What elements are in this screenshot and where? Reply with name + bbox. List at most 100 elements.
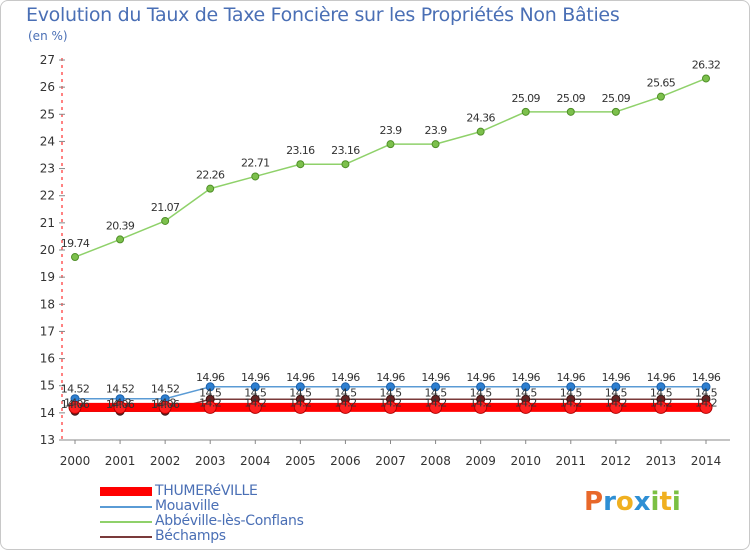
point-abbeville-2004 — [251, 172, 260, 181]
axes: 13 14 15 16 17 18 19 20 21 22 23 24 25 26 27 2000 2001 20… — [40, 53, 730, 468]
data-label-thumereville-2005: 14.2 — [289, 396, 311, 409]
data-label-bechamps-2007: 14.5 — [379, 386, 402, 399]
y-tick-label-21: 21 — [40, 216, 55, 230]
x-tick-label-2014: 2014 — [691, 454, 722, 468]
data-label-mouaville-2013: 14.96 — [647, 371, 676, 384]
data-label-thumereville-2010: 14.2 — [515, 396, 537, 409]
data-label-thumereville-2002: 14.2 — [154, 396, 176, 409]
legend-label-abbeville: Abbéville-lès-Conflans — [155, 513, 304, 529]
data-label-abbeville-2003: 22.26 — [196, 169, 225, 182]
x-tick-label-2012: 2012 — [601, 454, 632, 468]
data-label-mouaville-2011: 14.96 — [557, 371, 586, 384]
data-label-bechamps-2008: 14.5 — [425, 386, 448, 399]
data-label-mouaville-2006: 14.96 — [331, 371, 360, 384]
x-tick-label-2001: 2001 — [105, 454, 136, 468]
point-thumereville-2010 — [519, 400, 533, 414]
data-label-mouaville-2010: 14.96 — [511, 371, 540, 384]
data-label-mouaville-2008: 14.96 — [421, 371, 450, 384]
logo-letter-r: r — [603, 487, 616, 517]
point-abbeville-2002 — [161, 216, 170, 225]
x-tick-label-2005: 2005 — [285, 454, 316, 468]
data-labels: 14.2 14.2 14.2 14.2 14.2 14.2 14.2 14.2 14.2 14.2… — [61, 58, 722, 411]
point-thumereville-2013 — [654, 400, 668, 414]
data-label-thumereville-2006: 14.2 — [334, 396, 356, 409]
y-tick-label-15: 15 — [40, 379, 55, 393]
point-abbeville-2010 — [521, 107, 530, 116]
point-abbeville-2014 — [702, 74, 710, 83]
data-label-abbeville-2012: 25.09 — [602, 92, 631, 105]
point-thumereville-2000 — [68, 400, 82, 414]
point-abbeville-2003 — [206, 184, 215, 193]
x-tick-label-2000: 2000 — [60, 454, 91, 468]
logo-letter-t: t — [659, 487, 672, 517]
data-label-abbeville-2013: 25.65 — [647, 77, 676, 90]
data-label-bechamps-2001: 14.06 — [106, 398, 135, 411]
data-label-bechamps-2005: 14.5 — [289, 386, 312, 399]
data-label-thumereville-2001: 14.2 — [109, 396, 131, 409]
data-label-bechamps-2010: 14.5 — [515, 386, 538, 399]
y-tick-label-26: 26 — [40, 80, 55, 94]
point-mouaville-2014 — [701, 382, 711, 392]
data-label-thumereville-2003: 14.2 — [199, 396, 221, 409]
point-thumereville-2002 — [158, 400, 172, 414]
data-label-thumereville-2012: 14.2 — [605, 396, 627, 409]
proxiti-logo: Proxiti — [584, 487, 681, 517]
point-abbeville-2009 — [476, 127, 485, 136]
x-tick-label-2008: 2008 — [420, 454, 451, 468]
y-tick-label-14: 14 — [40, 406, 55, 420]
point-abbeville-2000 — [71, 253, 79, 262]
legend-label-mouaville: Mouaville — [155, 498, 219, 514]
point-thumereville-2012 — [609, 400, 623, 414]
x-tick-label-2003: 2003 — [195, 454, 226, 468]
y-tick-label-22: 22 — [40, 189, 55, 203]
point-mouaville-2010 — [521, 382, 531, 392]
y-tick-label-20: 20 — [40, 243, 55, 257]
data-label-abbeville-2005: 23.16 — [286, 144, 315, 157]
point-mouaville-2008 — [431, 382, 441, 392]
data-label-mouaville-2004: 14.96 — [241, 371, 270, 384]
point-mouaville-2013 — [656, 382, 666, 392]
point-thumereville-2004 — [248, 400, 262, 414]
point-mouaville-2011 — [566, 382, 576, 392]
data-label-mouaville-2002: 14.52 — [151, 383, 180, 396]
series-line-abbeville — [74, 77, 707, 258]
point-abbeville-2011 — [566, 107, 575, 116]
point-abbeville-2008 — [431, 140, 440, 149]
data-label-mouaville-2005: 14.96 — [286, 371, 315, 384]
point-thumereville-2003 — [203, 400, 217, 414]
legend-item-thumereville: THUMERéVILLE — [100, 483, 360, 499]
legend-swatch-thumereville — [100, 487, 152, 496]
data-label-abbeville-2006: 23.16 — [331, 144, 360, 157]
legend-swatch-bechamps — [100, 536, 152, 538]
data-label-bechamps-2011: 14.5 — [560, 386, 583, 399]
data-label-thumereville-2008: 14.2 — [425, 396, 447, 409]
y-tick-label-24: 24 — [40, 134, 55, 148]
x-tick-label-2006: 2006 — [330, 454, 361, 468]
data-label-mouaville-2003: 14.96 — [196, 371, 225, 384]
data-label-thumereville-2007: 14.2 — [379, 396, 401, 409]
logo-letter-x: x — [633, 487, 651, 517]
x-tick-label-2007: 2007 — [375, 454, 406, 468]
point-thumereville-2009 — [474, 400, 488, 414]
point-abbeville-2006 — [341, 160, 350, 169]
point-mouaville-2003 — [205, 382, 215, 392]
legend-swatch-mouaville — [100, 506, 152, 508]
point-thumereville-2005 — [293, 400, 307, 414]
point-mouaville-2012 — [611, 382, 621, 392]
y-tick-label-16: 16 — [40, 352, 55, 366]
legend-item-bechamps: Béchamps — [100, 528, 360, 544]
logo-letter-p: P — [584, 487, 604, 517]
data-label-bechamps-2014: 14.5 — [695, 386, 718, 399]
unit-label: (en %) — [28, 29, 68, 43]
legend-label-thumereville: THUMERéVILLE — [155, 483, 258, 499]
data-label-mouaville-2014: 14.96 — [692, 371, 721, 384]
data-label-bechamps-2009: 14.5 — [470, 386, 493, 399]
point-mouaville-2006 — [340, 382, 350, 392]
data-label-abbeville-2007: 23.9 — [379, 124, 402, 137]
point-abbeville-2013 — [656, 92, 665, 101]
data-label-abbeville-2009: 24.36 — [466, 112, 495, 125]
data-label-bechamps-2002: 14.06 — [151, 398, 180, 411]
y-tick-label-17: 17 — [40, 324, 55, 338]
y-tick-label-19: 19 — [40, 270, 55, 284]
